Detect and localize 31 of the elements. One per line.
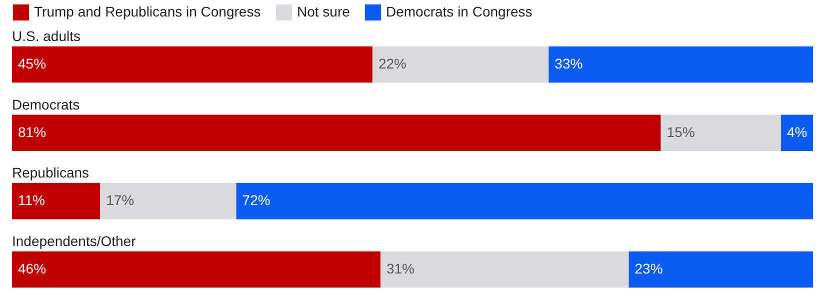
bar bbox=[12, 251, 380, 288]
legend-label: Not sure bbox=[297, 3, 350, 20]
legend-label: Trump and Republicans in Congress bbox=[34, 3, 261, 20]
y-tick-label: U.S. adults bbox=[12, 28, 80, 44]
data-label: 17% bbox=[106, 192, 134, 208]
bar bbox=[660, 114, 781, 151]
data-label: 33% bbox=[554, 56, 583, 72]
y-tick-label: Republicans bbox=[12, 164, 90, 181]
data-label: 4% bbox=[786, 124, 808, 140]
data-label: 31% bbox=[386, 260, 414, 276]
y-tick-label: Independents/Other bbox=[12, 232, 136, 249]
bar bbox=[100, 183, 236, 220]
data-label: 72% bbox=[242, 192, 270, 208]
bar bbox=[12, 183, 100, 220]
data-label: 46% bbox=[18, 260, 46, 276]
bar bbox=[236, 183, 813, 220]
bar bbox=[12, 46, 372, 83]
data-label: 22% bbox=[378, 56, 406, 72]
bar bbox=[628, 251, 813, 288]
bar bbox=[380, 251, 629, 288]
data-label: 11% bbox=[18, 192, 45, 208]
bar bbox=[372, 46, 549, 83]
bar bbox=[12, 114, 661, 151]
data-label: 23% bbox=[634, 260, 663, 276]
data-label: 45% bbox=[18, 56, 46, 72]
data-label: 81% bbox=[18, 124, 46, 140]
y-tick-label: Democrats bbox=[12, 96, 80, 112]
bar bbox=[780, 114, 813, 151]
bar bbox=[548, 46, 813, 83]
legend-label: Democrats in Congress bbox=[386, 3, 532, 20]
data-label: 15% bbox=[666, 124, 695, 140]
